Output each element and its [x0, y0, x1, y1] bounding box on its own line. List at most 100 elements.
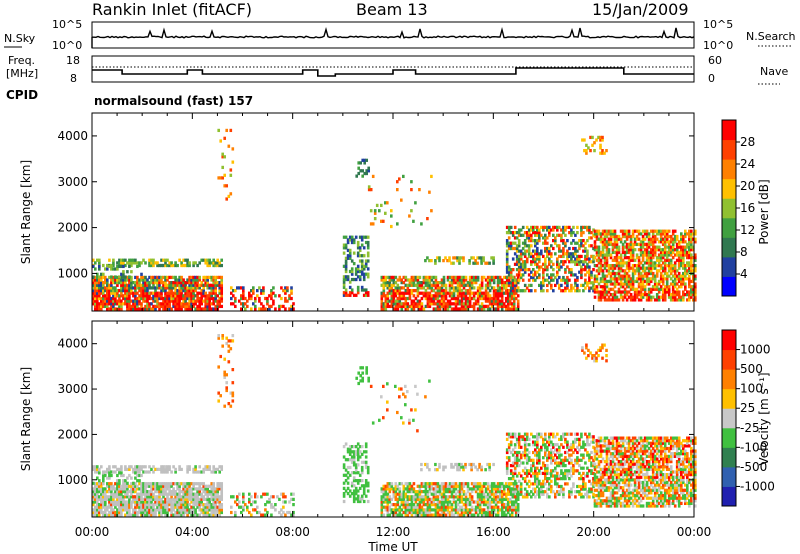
range-gate-cell [629, 285, 633, 289]
range-gate-cell [578, 254, 581, 259]
range-gate-cell [148, 510, 151, 515]
range-gate-cell [124, 278, 127, 282]
range-gate-cell [588, 260, 591, 264]
range-gate-cell [667, 234, 671, 239]
range-gate-cell [460, 275, 464, 280]
range-gate-cell [521, 225, 525, 230]
range-gate-cell [102, 275, 105, 280]
range-gate-cell [120, 465, 123, 469]
range-gate-cell [168, 263, 171, 268]
range-gate-cell [448, 294, 452, 298]
range-gate-cell [196, 263, 199, 268]
range-gate-cell [246, 508, 249, 512]
range-gate-cell [124, 505, 127, 509]
range-gate-cell [647, 253, 651, 257]
range-gate-cell [124, 289, 127, 293]
range-gate-cell [170, 505, 173, 509]
range-gate-cell [96, 470, 99, 474]
range-gate-cell [216, 302, 220, 306]
range-gate-cell [154, 304, 157, 309]
range-gate-cell [617, 264, 621, 268]
range-gate-cell [142, 482, 145, 486]
range-gate-cell [148, 484, 151, 488]
range-gate-cell [220, 490, 224, 494]
range-gate-cell [364, 460, 368, 464]
range-gate-cell [692, 232, 695, 236]
range-gate-cell [180, 482, 183, 486]
range-gate-cell [248, 497, 251, 502]
range-gate-cell [400, 278, 404, 282]
range-gate-cell [148, 465, 151, 469]
range-gate-cell [398, 299, 402, 303]
range-gate-cell [132, 302, 135, 306]
range-gate-cell [192, 302, 195, 306]
range-gate-cell [406, 513, 410, 517]
range-gate-cell [406, 484, 410, 488]
range-gate-cell [474, 261, 477, 265]
range-gate-cell [576, 260, 579, 264]
range-gate-cell [350, 259, 354, 263]
range-gate-cell [148, 470, 151, 474]
range-gate-cell [400, 503, 404, 507]
range-gate-cell [544, 262, 547, 266]
range-gate-cell [422, 278, 426, 282]
range-gate-cell [599, 295, 603, 299]
range-gate-cell [599, 269, 603, 273]
range-gate-cell [613, 282, 617, 286]
range-gate-cell [192, 296, 195, 301]
range-gate-cell [152, 291, 155, 295]
range-gate-cell [156, 482, 159, 486]
range-gate-cell [98, 302, 101, 306]
range-gate-cell [122, 505, 125, 509]
range-gate-cell [527, 268, 531, 272]
range-gate-cell [126, 275, 129, 280]
range-gate-cell [406, 283, 410, 287]
range-gate-cell [120, 278, 123, 282]
range-gate-cell [420, 482, 424, 486]
range-gate-cell [142, 508, 145, 512]
range-gate-cell [252, 508, 255, 512]
range-gate-cell [505, 249, 509, 253]
range-gate-cell [392, 495, 396, 499]
range-gate-cell [402, 275, 406, 280]
range-gate-cell [166, 467, 169, 472]
range-gate-cell [688, 290, 691, 294]
range-gate-cell [521, 252, 525, 256]
range-gate-cell [418, 492, 422, 496]
range-gate-cell [172, 500, 175, 504]
range-gate-cell [170, 289, 173, 293]
range-gate-cell [601, 248, 605, 252]
range-gate-cell [242, 497, 245, 502]
range-gate-cell [180, 263, 183, 268]
range-gate-cell [94, 510, 97, 515]
range-gate-cell [124, 465, 127, 469]
range-gate-cell [160, 490, 163, 494]
range-gate-cell [690, 261, 693, 265]
range-gate-cell [116, 264, 119, 269]
range-gate-cell [112, 503, 115, 507]
range-gate-cell [118, 505, 121, 509]
range-gate-cell [280, 508, 283, 512]
range-gate-cell [511, 278, 515, 282]
range-gate-cell [595, 279, 599, 284]
range-gate-cell [364, 450, 368, 454]
range-gate-cell [552, 262, 555, 266]
range-gate-cell [631, 242, 635, 247]
range-gate-cell [386, 302, 390, 306]
range-gate-cell [225, 197, 229, 201]
range-gate-cell [500, 294, 504, 298]
range-gate-cell [214, 286, 218, 290]
range-gate-cell [647, 250, 651, 255]
range-gate-cell [519, 233, 523, 237]
range-gate-cell [160, 302, 163, 306]
range-gate-cell [227, 194, 231, 199]
range-gate-cell [507, 278, 511, 282]
range-gate-cell [130, 487, 133, 491]
range-gate-cell [532, 268, 535, 272]
range-gate-cell [623, 229, 627, 233]
range-gate-cell [692, 293, 695, 297]
range-gate-cell [540, 252, 543, 256]
range-gate-cell [597, 253, 601, 257]
range-gate-cell [250, 307, 253, 311]
range-gate-cell [637, 248, 641, 252]
